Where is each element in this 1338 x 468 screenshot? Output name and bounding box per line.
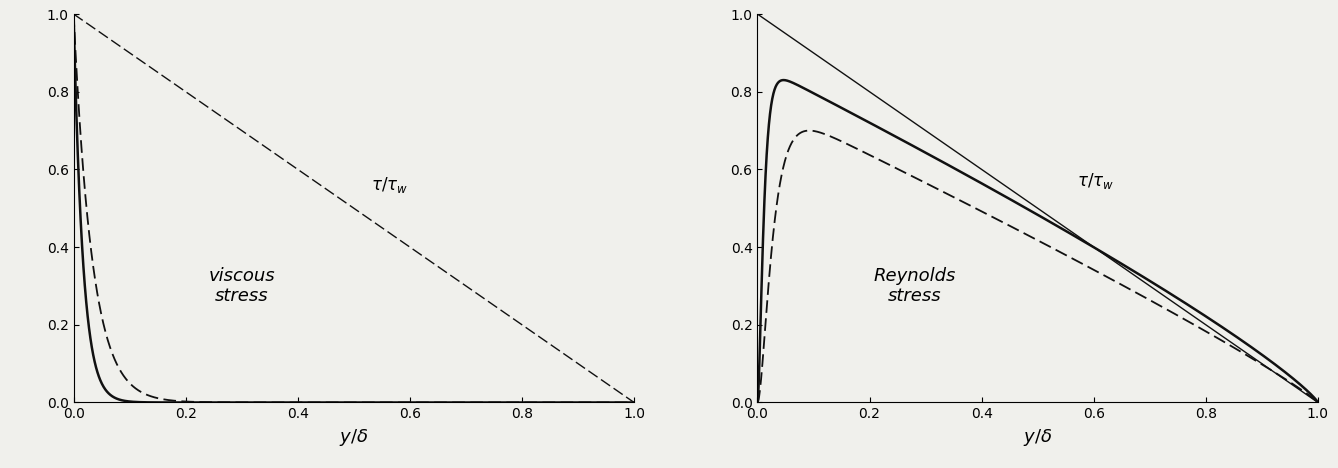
Text: viscous
stress: viscous stress (209, 267, 276, 305)
Text: $\tau/\tau_w$: $\tau/\tau_w$ (1077, 171, 1115, 191)
Text: Reynolds
stress: Reynolds stress (874, 267, 955, 305)
X-axis label: $y/\delta$: $y/\delta$ (339, 427, 368, 448)
X-axis label: $y/\delta$: $y/\delta$ (1024, 427, 1053, 448)
Text: $\tau/\tau_w$: $\tau/\tau_w$ (371, 175, 408, 195)
